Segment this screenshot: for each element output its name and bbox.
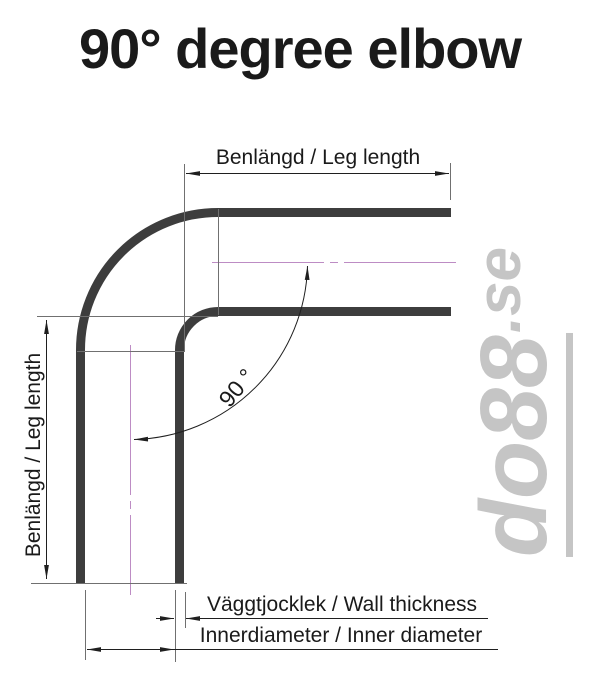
angle-dimension-arc	[133, 265, 310, 442]
elbow-outer-wall	[76, 208, 451, 583]
elbow-inner-wall	[175, 307, 451, 583]
left-leg-length-label: Benlängd / Leg length	[22, 352, 45, 558]
top-leg-length-label: Benlängd / Leg length	[215, 146, 421, 169]
wall-thickness-label: Väggtjocklek / Wall thickness	[207, 593, 477, 616]
page-title: 90° degree elbow	[78, 17, 522, 80]
inner-diameter-label: Innerdiameter / Inner diameter	[199, 624, 483, 647]
